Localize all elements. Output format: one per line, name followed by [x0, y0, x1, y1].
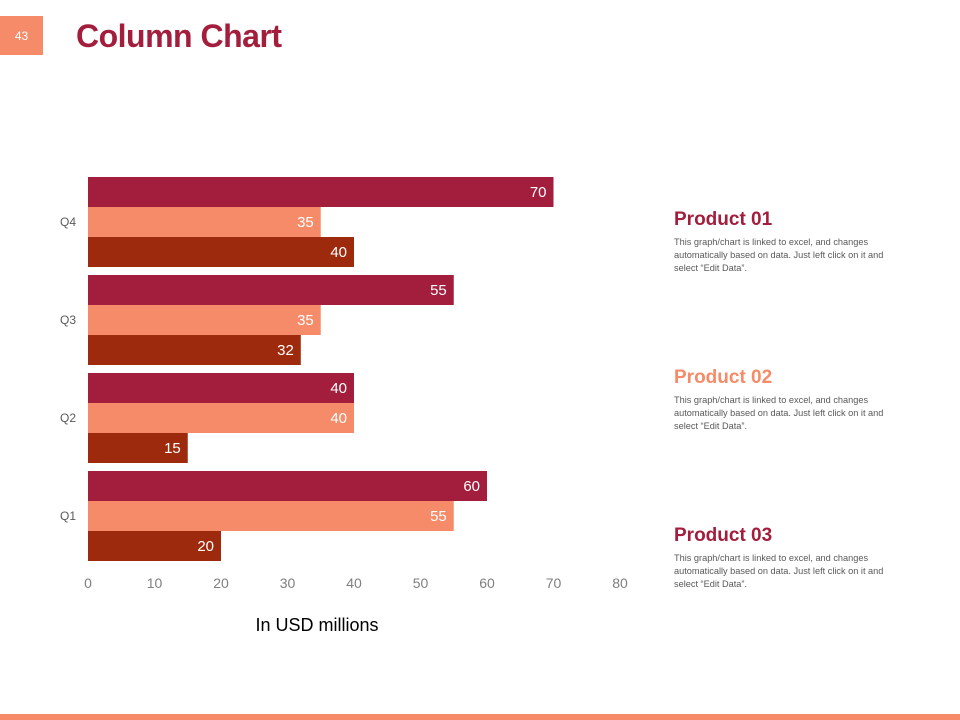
data-label-q1-product-02: 55: [430, 508, 447, 525]
data-label-q2-product-01: 40: [330, 380, 347, 397]
legend-product-03-description: This graph/chart is linked to excel, and…: [674, 553, 884, 589]
page-number-badge: 43: [0, 16, 43, 55]
bar-q3-product-02: [88, 305, 321, 335]
bottom-accent-bar: [0, 714, 960, 720]
x-tick-label-20: 20: [213, 575, 229, 591]
x-tick-label-70: 70: [546, 575, 562, 591]
bar-q3-product-03: [88, 335, 301, 365]
bar-q4-product-02: [88, 207, 321, 237]
legend-product-03-title: Product 03: [674, 525, 773, 546]
x-tick-labels-group: 0 10 20 30 40 50 60 70 80: [84, 575, 628, 591]
category-label-q4: Q4: [60, 215, 76, 229]
slide-title: Column Chart: [76, 18, 282, 54]
bar-q2-product-03: [88, 433, 188, 463]
x-tick-label-30: 30: [280, 575, 296, 591]
page-number: 43: [14, 28, 29, 43]
bars-group: [88, 177, 554, 561]
category-labels-group: Q1 Q2 Q3 Q4: [60, 215, 76, 523]
data-label-q1-product-03: 20: [197, 538, 214, 555]
data-label-q2-product-03: 15: [164, 440, 181, 457]
legend-product-01-title: Product 01: [674, 209, 773, 230]
legend-product-02-title: Product 02: [674, 367, 773, 388]
x-axis-title: In USD millions: [255, 615, 378, 635]
data-label-q2-product-02: 40: [330, 410, 347, 427]
data-label-q4-product-02: 35: [297, 214, 314, 231]
bar-q1-product-01: [88, 471, 487, 501]
legend-product-02: Product 02 This graph/chart is linked to…: [674, 367, 889, 433]
x-tick-label-0: 0: [84, 575, 92, 591]
x-tick-label-10: 10: [147, 575, 163, 591]
data-label-q4-product-03: 40: [330, 244, 347, 261]
x-tick-label-80: 80: [612, 575, 628, 591]
bar-q2-product-01: [88, 373, 354, 403]
category-label-q1: Q1: [60, 509, 76, 523]
bar-q4-product-01: [88, 177, 554, 207]
legend-product-01: Product 01 This graph/chart is linked to…: [674, 209, 889, 275]
data-label-q3-product-03: 32: [277, 342, 294, 359]
x-tick-label-50: 50: [413, 575, 429, 591]
data-label-q3-product-02: 35: [297, 312, 314, 329]
data-label-q1-product-01: 60: [463, 478, 480, 495]
bar-q1-product-03: [88, 531, 221, 561]
category-label-q3: Q3: [60, 313, 76, 327]
legend-product-03: Product 03 This graph/chart is linked to…: [674, 525, 889, 591]
data-label-q4-product-01: 70: [530, 184, 547, 201]
data-label-q3-product-01: 55: [430, 282, 447, 299]
x-tick-label-40: 40: [346, 575, 362, 591]
x-tick-label-60: 60: [479, 575, 495, 591]
bar-q4-product-03: [88, 237, 354, 267]
category-label-q2: Q2: [60, 411, 76, 425]
bar-q1-product-02: [88, 501, 454, 531]
legend-product-01-description: This graph/chart is linked to excel, and…: [674, 237, 884, 273]
bar-q3-product-01: [88, 275, 454, 305]
bar-q2-product-02: [88, 403, 354, 433]
legend-product-02-description: This graph/chart is linked to excel, and…: [674, 395, 884, 431]
